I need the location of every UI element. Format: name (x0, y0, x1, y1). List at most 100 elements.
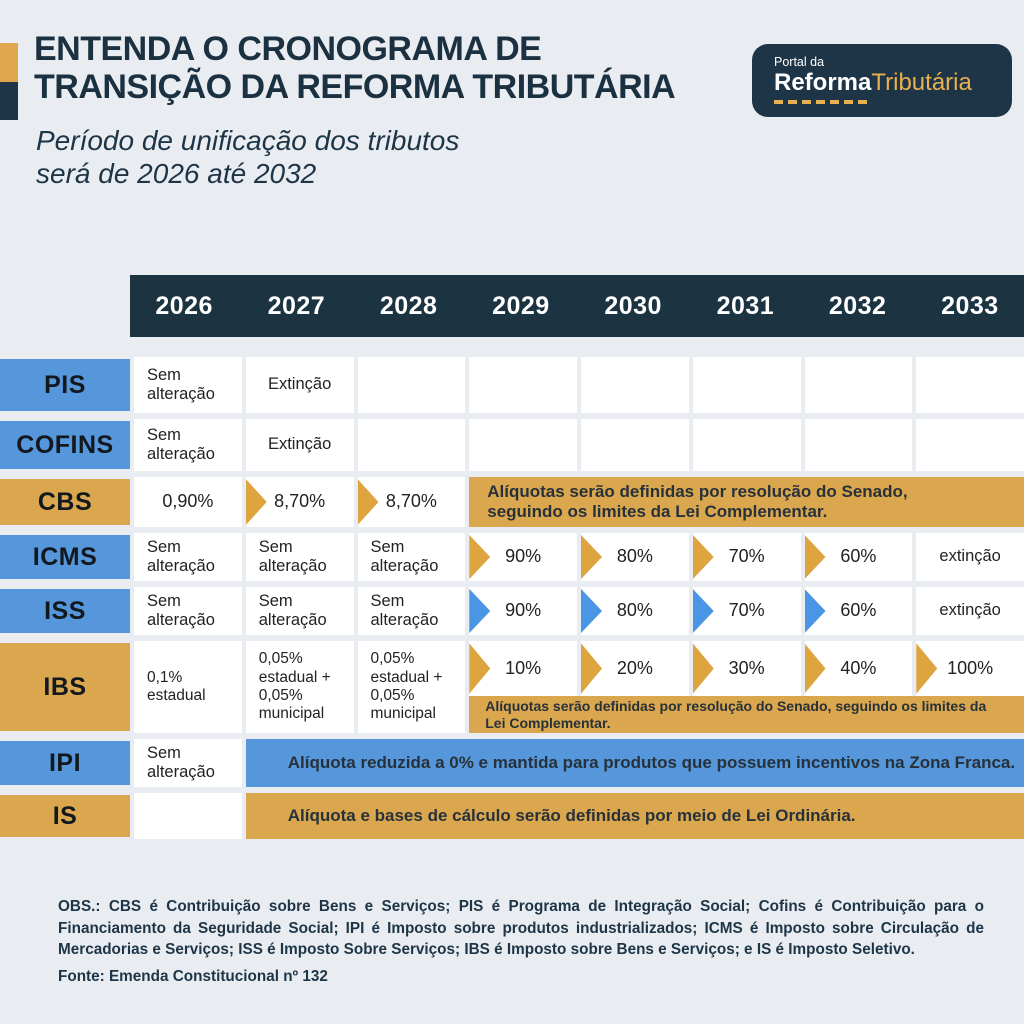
cell-cofins-2030 (581, 419, 689, 471)
page-subtitle: Período de unificação dos tributos será … (36, 124, 459, 190)
cell-cofins-2029 (469, 419, 577, 471)
tax-label-ipi: IPI (0, 741, 130, 785)
footnote-source: Fonte: Emenda Constitucional nº 132 (58, 968, 328, 985)
cell-pis-2028 (357, 357, 466, 413)
cell-iss-2030: 80% (581, 587, 689, 635)
ibs-senate-banner: Alíquotas serão definidas por resolução … (469, 696, 1024, 733)
footnote-obs: OBS.: CBS é Contribuição sobre Bens e Se… (58, 898, 984, 959)
cbs-senate-banner: Alíquotas serão definidas por resolução … (469, 477, 1024, 527)
arrow-right-icon (804, 588, 826, 634)
cell-icms-2027: Sem alteração (245, 533, 354, 581)
page-subtitle-line2: será de 2026 até 2032 (36, 158, 317, 189)
cell-ibs-2027: 0,05% estadual + 0,05% municipal (245, 641, 354, 733)
year-header-2028: 2028 (379, 291, 438, 320)
year-header-row: 2026 2027 2028 2029 2030 2031 2032 2033 (130, 275, 1024, 337)
dotted-underline-icon (774, 100, 1012, 104)
cell-iss-2032: 60% (804, 587, 913, 635)
ipi-zona-franca-banner: Alíquota reduzida a 0% e mantida para pr… (245, 739, 1024, 787)
accent-bar (0, 43, 18, 120)
year-header-2032: 2032 (828, 291, 887, 320)
tax-label-is: IS (0, 795, 130, 837)
logo-brand-accent: Tributária (871, 69, 972, 96)
arrow-right-icon (804, 643, 826, 694)
cell-pis-2030 (581, 357, 689, 413)
is-lei-ordinaria-banner: Alíquota e bases de cálculo serão defini… (245, 793, 1024, 839)
cell-ibs-2031: 30% (692, 641, 801, 696)
logo-brand: ReformaTributária (774, 69, 1012, 97)
cell-ibs-2028: 0,05% estadual + 0,05% municipal (357, 641, 466, 733)
page-title: ENTENDA O CRONOGRAMA DE TRANSIÇÃO DA REF… (34, 30, 676, 106)
ibs-row: 0,1% estadual 0,05% estadual + 0,05% mun… (134, 641, 1024, 733)
cell-cbs-2028: 8,70% (357, 477, 466, 527)
cell-ibs-2026: 0,1% estadual (134, 641, 242, 733)
cell-pis-2027: Extinção (245, 357, 354, 413)
arrow-right-icon (692, 643, 714, 694)
cell-icms-2029: 90% (469, 533, 577, 581)
cell-cofins-2027: Extinção (245, 419, 354, 471)
cell-ibs-2033: 100% (916, 641, 1024, 696)
cell-icms-2028: Sem alteração (357, 533, 466, 581)
arrow-right-icon (692, 534, 714, 580)
arrow-right-icon (581, 588, 602, 634)
year-header-2029: 2029 (492, 291, 550, 320)
cell-iss-2026: Sem alteração (134, 587, 242, 635)
page-title-line1: ENTENDA O CRONOGRAMA DE (34, 30, 542, 68)
cell-cofins-2032 (804, 419, 913, 471)
year-header-2026: 2026 (155, 291, 213, 320)
arrow-right-icon (692, 588, 714, 634)
cell-cofins-2026: Sem alteração (134, 419, 242, 471)
cell-pis-2031 (692, 357, 801, 413)
cell-ipi-2026: Sem alteração (134, 739, 242, 787)
arrow-right-icon (804, 534, 826, 580)
year-header-2031: 2031 (716, 291, 775, 320)
cell-iss-2033: extinção (916, 587, 1024, 635)
cell-pis-2032 (804, 357, 913, 413)
tax-label-cofins: COFINS (0, 421, 130, 469)
page-title-line2: TRANSIÇÃO DA REFORMA TRIBUTÁRIA (34, 68, 676, 106)
arrow-right-icon (469, 534, 491, 580)
schedule-table: PIS Sem alteração Extinção COFINS Sem al… (0, 357, 1024, 839)
arrow-right-icon (581, 534, 602, 580)
cell-iss-2028: Sem alteração (357, 587, 466, 635)
year-header-2027: 2027 (267, 291, 326, 320)
tax-label-ibs: IBS (0, 643, 130, 731)
year-header-2030: 2030 (604, 291, 662, 320)
arrow-right-icon (581, 643, 602, 694)
cell-ibs-2032: 40% (804, 641, 913, 696)
tax-label-icms: ICMS (0, 535, 130, 579)
cell-icms-2031: 70% (692, 533, 801, 581)
cell-iss-2027: Sem alteração (245, 587, 354, 635)
page-subtitle-line1: Período de unificação dos tributos (36, 125, 460, 156)
arrow-right-icon (469, 588, 491, 634)
cell-icms-2033: extinção (916, 533, 1024, 581)
tax-label-iss: ISS (0, 589, 130, 633)
cell-cofins-2033 (916, 419, 1024, 471)
accent-bar-gold (0, 43, 18, 82)
logo-kicker: Portal da (774, 55, 825, 69)
logo: Portal da ReformaTributária (752, 44, 1012, 117)
cell-iss-2029: 90% (469, 587, 577, 635)
cell-cbs-2027: 8,70% (245, 477, 354, 527)
arrow-right-icon (357, 479, 379, 525)
logo-brand-bold: Reforma (774, 69, 872, 96)
accent-bar-navy (0, 82, 18, 120)
arrow-right-icon (245, 479, 267, 525)
cell-iss-2031: 70% (692, 587, 801, 635)
year-header-2033: 2033 (941, 291, 999, 320)
cell-cbs-2026: 0,90% (134, 477, 242, 527)
tax-label-cbs: CBS (0, 479, 130, 525)
cell-ibs-2030: 20% (581, 641, 689, 696)
cell-is-2026 (134, 793, 242, 839)
cell-icms-2030: 80% (581, 533, 689, 581)
cell-pis-2029 (469, 357, 577, 413)
tax-label-pis: PIS (0, 359, 130, 411)
cell-icms-2026: Sem alteração (134, 533, 242, 581)
cell-cofins-2031 (692, 419, 801, 471)
cell-icms-2032: 60% (804, 533, 913, 581)
cell-pis-2026: Sem alteração (134, 357, 242, 413)
cell-ibs-2029: 10% (469, 641, 577, 696)
arrow-right-icon (916, 643, 938, 694)
cell-cofins-2028 (357, 419, 466, 471)
arrow-right-icon (469, 643, 491, 694)
